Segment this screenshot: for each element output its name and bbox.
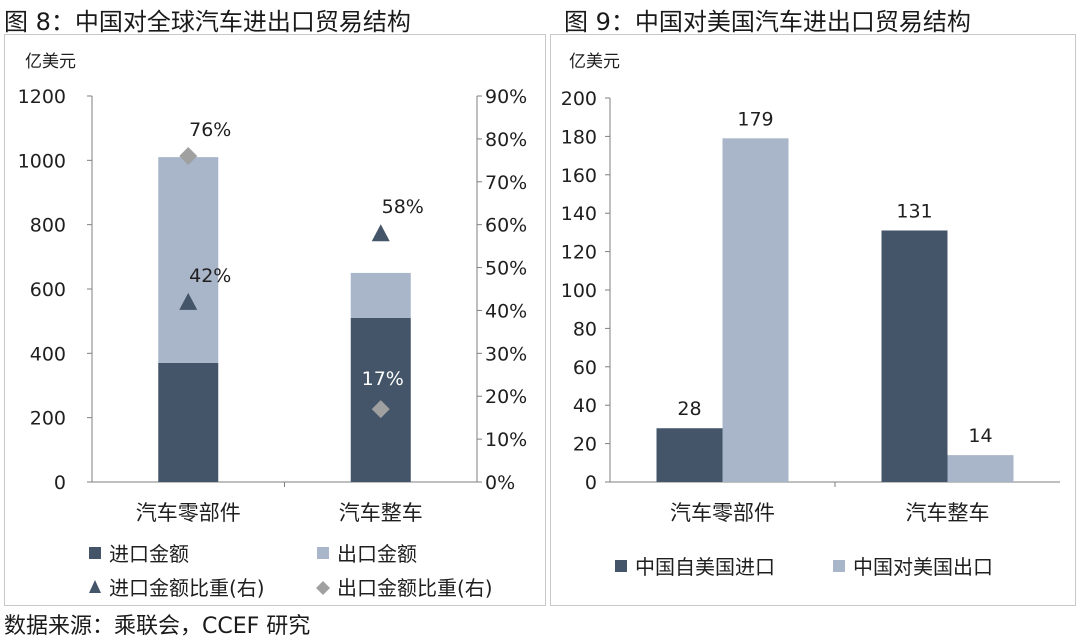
- x-tick-label: 汽车零部件: [670, 501, 775, 525]
- y-tick-label: 800: [30, 215, 66, 237]
- y2-tick-label: 0%: [485, 472, 515, 494]
- unit-label: 亿美元: [25, 52, 76, 72]
- legend-label: 中国对美国出口: [853, 555, 993, 579]
- y-tick-label: 140: [561, 203, 597, 225]
- y2-tick-label: 10%: [485, 429, 527, 451]
- y-tick-label: 200: [561, 88, 597, 110]
- marker-data-label: 42%: [189, 265, 231, 287]
- legend-swatch: [89, 547, 101, 559]
- y-tick-label: 1200: [18, 86, 66, 108]
- global-trade-chart: 亿美元 0 200 400 600 800 1000 1200 0% 10% 20% 30% 40% 50…: [18, 52, 528, 600]
- y-tick-label: 400: [30, 343, 66, 365]
- y2-tick-label: 70%: [485, 172, 527, 194]
- bar: [656, 428, 723, 482]
- legend-swatch: [833, 560, 845, 572]
- chart-panel-us: 亿美元 0 20 40 60 80 100 120 140 160 180 200 汽车零部件 汽车整车 2…: [550, 34, 1076, 606]
- marker-data-label: 58%: [382, 196, 424, 218]
- bar: [158, 362, 219, 482]
- y2-tick-label: 20%: [485, 386, 527, 408]
- data-source-note: 数据来源：乘联会，CCEF 研究: [4, 614, 311, 639]
- bar: [722, 138, 789, 482]
- y-tick-label: 60: [573, 357, 597, 379]
- legend-label: 出口金额: [337, 542, 417, 566]
- bar: [350, 317, 411, 482]
- x-tick-label: 汽车整车: [906, 501, 990, 525]
- figure-8-title: 图 8：中国对全球汽车进出口贸易结构: [4, 8, 411, 36]
- legend-swatch: [317, 547, 329, 559]
- legend-label: 出口金额比重(右): [337, 576, 493, 600]
- y-tick-label: 180: [561, 126, 597, 148]
- y-tick-label: 200: [30, 408, 66, 430]
- legend-label: 进口金额: [109, 542, 189, 566]
- bar-data-label: 28: [677, 398, 701, 420]
- y2-tick-label: 60%: [485, 215, 527, 237]
- y-tick-label: 160: [561, 165, 597, 187]
- legend-label: 进口金额比重(右): [109, 576, 265, 600]
- triangle-marker: [179, 292, 198, 310]
- y-tick-label: 40: [573, 395, 597, 417]
- y-tick-label: 1000: [18, 150, 66, 172]
- x-tick-label: 汽车零部件: [136, 501, 241, 525]
- legend-swatch: [615, 560, 627, 572]
- marker-data-label: 17%: [362, 368, 404, 390]
- diamond-marker: [371, 400, 390, 419]
- y2-tick-label: 80%: [485, 129, 527, 151]
- bar-data-label: 179: [737, 108, 773, 130]
- y-tick-label: 120: [561, 242, 597, 264]
- y-tick-label: 20: [573, 434, 597, 456]
- chart-panel-global: 亿美元 0 200 400 600 800 1000 1200 0% 10% 20% 30% 40% 50…: [4, 34, 546, 606]
- y-tick-label: 0: [54, 472, 66, 494]
- y-tick-label: 80: [573, 318, 597, 340]
- legend-label: 中国自美国进口: [635, 555, 775, 579]
- diamond-marker: [179, 147, 198, 166]
- bar: [947, 455, 1014, 482]
- legend-triangle: [89, 580, 101, 593]
- x-tick-label: 汽车整车: [339, 501, 423, 525]
- marker-data-label: 76%: [189, 119, 231, 141]
- triangle-marker: [371, 224, 390, 242]
- y-tick-label: 0: [585, 472, 597, 494]
- figure-9-title: 图 9：中国对美国汽车进出口贸易结构: [564, 8, 971, 36]
- y2-tick-label: 50%: [485, 258, 527, 280]
- bar: [158, 157, 219, 363]
- bar-data-label: 131: [896, 200, 932, 222]
- y2-tick-label: 40%: [485, 300, 527, 322]
- bar-data-label: 14: [968, 425, 992, 447]
- y-tick-label: 600: [30, 279, 66, 301]
- us-trade-chart: 亿美元 0 20 40 60 80 100 120 140 160 180 200 汽车零部件 汽车整车 2…: [561, 52, 1060, 579]
- bar: [881, 230, 948, 482]
- unit-label: 亿美元: [569, 52, 620, 72]
- legend-diamond: [316, 581, 330, 595]
- bar: [350, 272, 411, 318]
- y2-tick-label: 90%: [485, 86, 527, 108]
- y-tick-label: 100: [561, 280, 597, 302]
- y2-tick-label: 30%: [485, 343, 527, 365]
